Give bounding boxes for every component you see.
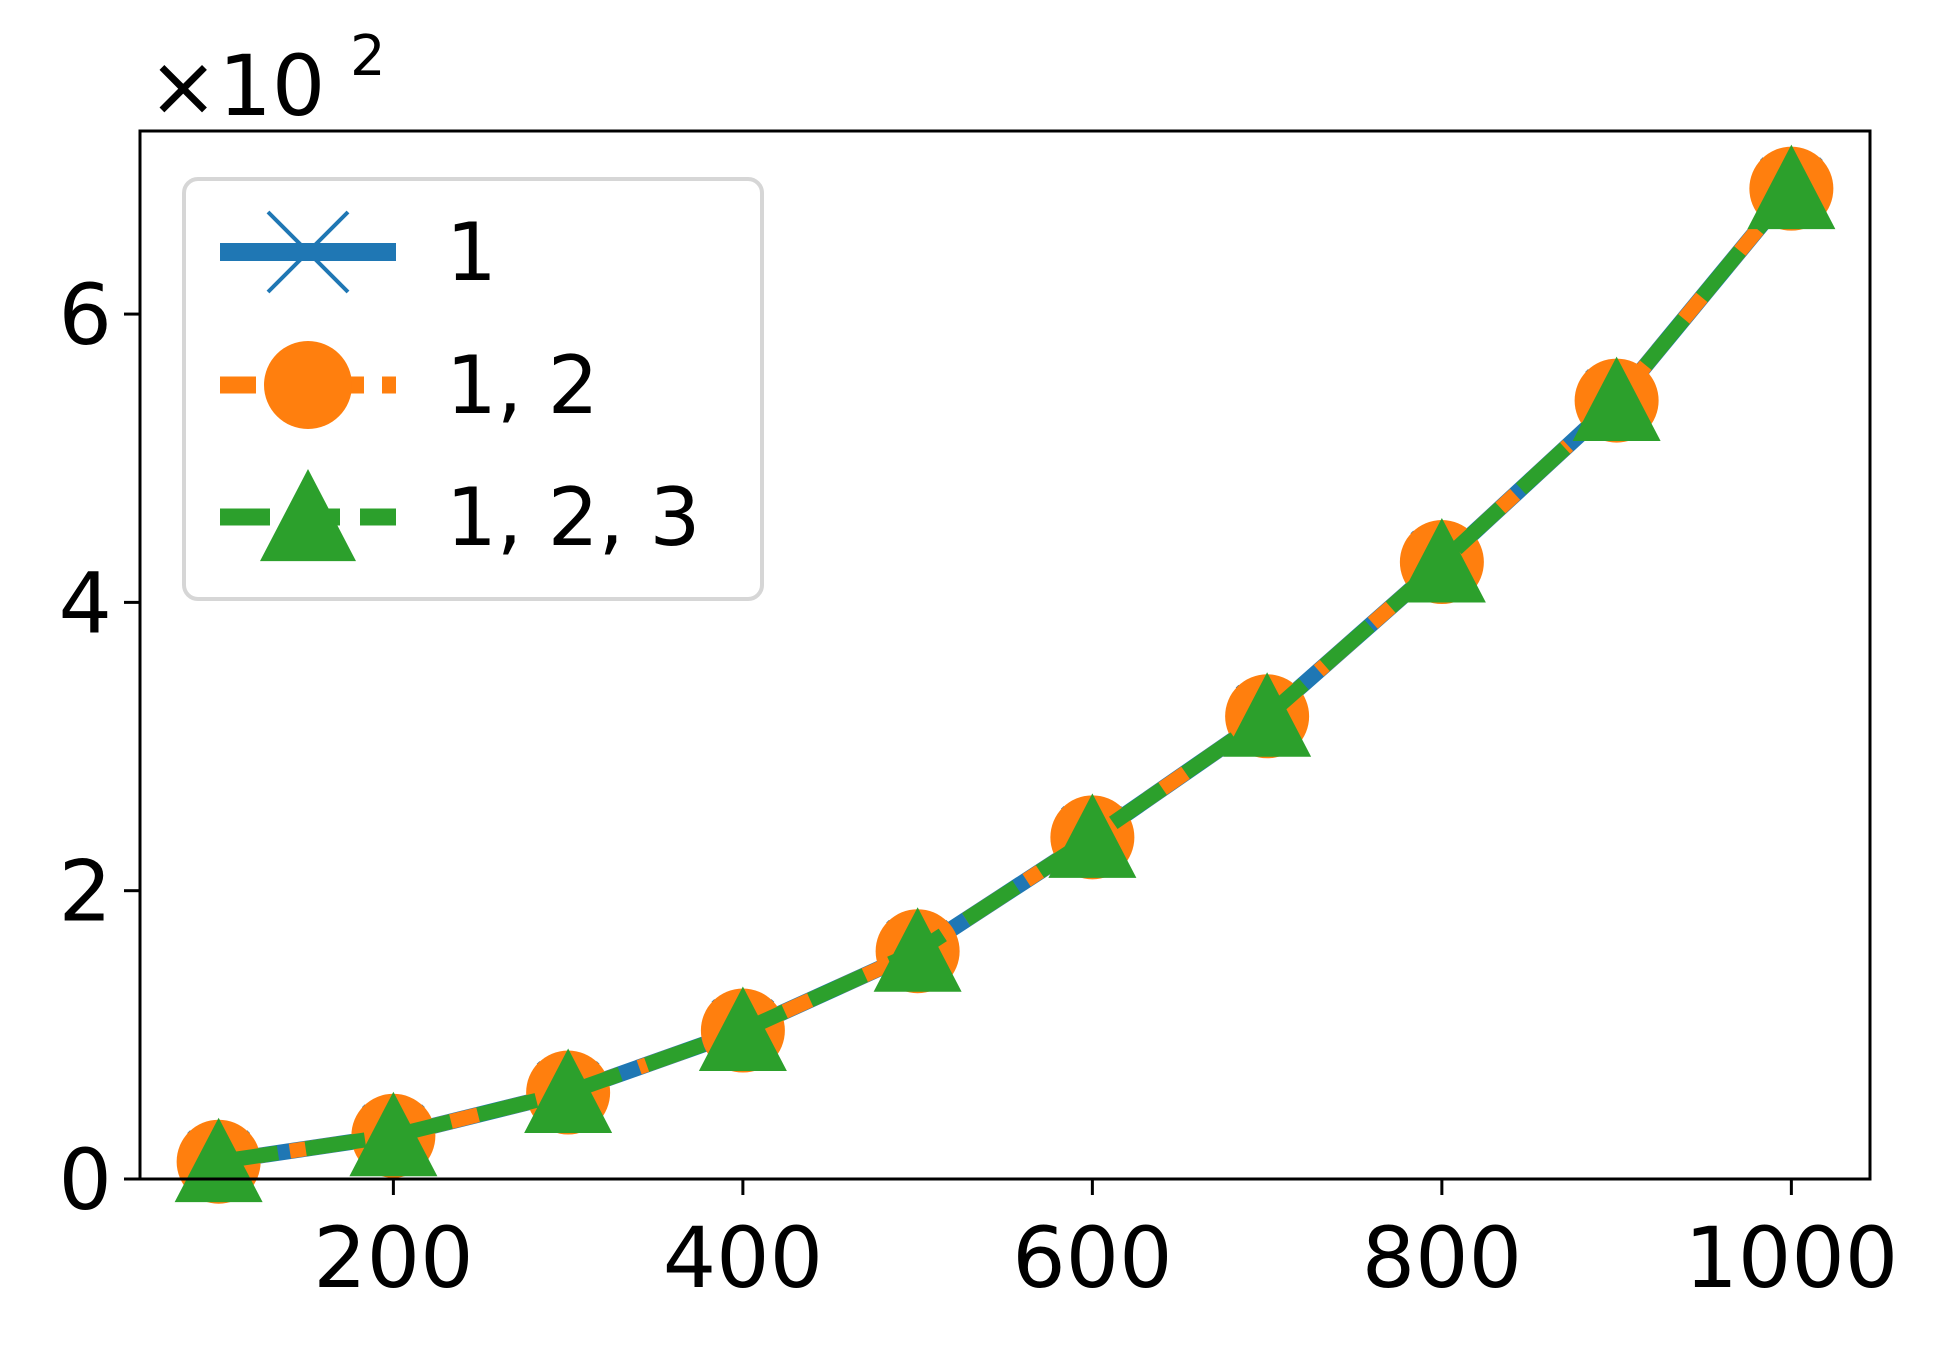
x-tick-label: 600 xyxy=(1012,1209,1172,1307)
legend-entry-1: 1 xyxy=(220,206,497,299)
x-tick-label: 200 xyxy=(313,1209,473,1307)
y-tick-label: 6 xyxy=(59,266,112,364)
data-point xyxy=(1397,518,1486,603)
legend-label: 1 xyxy=(446,206,497,299)
data-point xyxy=(698,986,787,1072)
legend-label: 1, 2 xyxy=(446,339,599,432)
x-tick-label: 800 xyxy=(1362,1209,1522,1307)
y-offset-exponent: 2 xyxy=(350,24,386,89)
legend: 1 1, 2 1, 2, 3 xyxy=(182,177,764,601)
y-tick-label: 4 xyxy=(59,554,112,652)
data-point xyxy=(1747,144,1836,230)
x-axis: 200 400 600 800 1000 xyxy=(313,1179,1898,1307)
legend-entry-2: 1, 2 xyxy=(220,339,599,432)
legend-frame xyxy=(182,177,764,601)
plot-area xyxy=(174,144,1836,1204)
legend-marker xyxy=(264,341,352,429)
x-tick-label: 400 xyxy=(663,1209,823,1307)
data-point xyxy=(1048,793,1137,878)
y-axis: 0 2 4 6 xyxy=(59,266,140,1229)
data-point xyxy=(524,1048,613,1133)
x-tick-label: 1000 xyxy=(1684,1209,1898,1307)
y-offset-base: ×10 xyxy=(148,37,325,135)
legend-label: 1, 2, 3 xyxy=(446,471,700,564)
axes-frame xyxy=(138,129,1872,1181)
y-tick-label: 2 xyxy=(59,843,112,941)
y-tick-label: 0 xyxy=(59,1131,112,1229)
y-axis-offset-label: ×10 2 xyxy=(148,24,386,135)
legend-marker xyxy=(266,210,350,294)
legend-marker xyxy=(260,469,356,562)
data-point xyxy=(1572,356,1661,442)
legend-entry-3: 1, 2, 3 xyxy=(220,469,700,564)
series-3 xyxy=(174,144,1836,1203)
data-point xyxy=(174,1117,263,1203)
data-point xyxy=(349,1091,438,1177)
data-point xyxy=(873,907,962,992)
series-line xyxy=(217,183,1798,1170)
data-point xyxy=(1223,672,1312,757)
